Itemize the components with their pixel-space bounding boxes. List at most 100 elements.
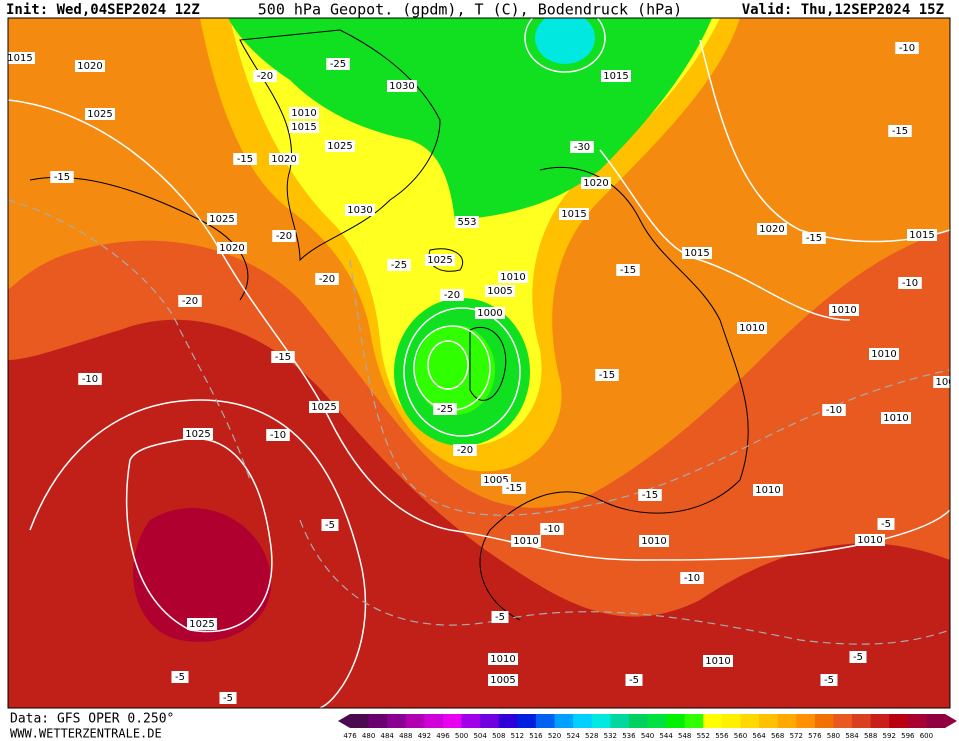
contour-label: 1015: [603, 71, 628, 82]
label-box: [266, 429, 290, 441]
contour-label: 1025: [427, 255, 452, 266]
legend-swatch: [721, 714, 741, 728]
contour-label: 1025: [209, 214, 234, 225]
contour-label: 1010: [755, 485, 780, 496]
label-box: [849, 651, 867, 663]
contour-label: 1010: [739, 323, 764, 334]
legend-swatch: [833, 714, 853, 728]
legend-label: 556: [715, 732, 729, 740]
label-box: [85, 108, 115, 120]
legend-swatch: [517, 714, 537, 728]
label-box: [907, 229, 937, 241]
contour-label: -20: [182, 296, 198, 307]
legend-swatch: [405, 714, 425, 728]
label-box: [933, 376, 950, 388]
isobar: [427, 340, 469, 390]
label-box: [453, 444, 477, 456]
contour-labels: 1015 1020 1025 -15 -20 -25 1030 1010 1015 1025 -15…: [7, 42, 950, 704]
legend-label: 572: [790, 732, 803, 740]
legend-label: 476: [343, 732, 357, 740]
contour-label: -5: [495, 612, 505, 623]
contour-label: 1025: [311, 402, 336, 413]
legend-label: 536: [622, 732, 636, 740]
label-box: [315, 273, 339, 285]
contour-label: -15: [275, 352, 291, 363]
label-box: [207, 213, 237, 225]
isobar: [403, 307, 521, 437]
contour-label: 1000: [477, 308, 502, 319]
label-box: [638, 489, 662, 501]
label-box: [581, 177, 611, 189]
contour-label: 1015: [291, 122, 316, 133]
legend-label: 596: [901, 732, 915, 740]
label-box: [898, 277, 922, 289]
contour-label: -10: [899, 43, 915, 54]
legend-swatch: [777, 714, 797, 728]
contour-label: -25: [391, 260, 407, 271]
legend-swatch: [852, 714, 872, 728]
legend-label: 512: [511, 732, 524, 740]
label-box: [881, 412, 911, 424]
label-box: [802, 232, 826, 244]
contour-label: 1020: [219, 243, 244, 254]
legend-label: 544: [659, 732, 673, 740]
field-warm-core: [133, 508, 272, 642]
label-box: [491, 611, 509, 623]
label-box: [272, 230, 296, 242]
contour-label: -15: [806, 233, 822, 244]
contour-label: 1010: [871, 349, 896, 360]
contour-label: 1015: [7, 53, 32, 64]
legend-arrow-right: [945, 714, 957, 728]
label-box: [289, 107, 319, 119]
legend-swatch: [368, 714, 388, 728]
isobar: [125, 437, 273, 633]
contour-label: -15: [620, 265, 636, 276]
label-box: [511, 535, 541, 547]
contour-label: 1025: [185, 429, 210, 440]
contour-label: -10: [270, 430, 286, 441]
contour-label: 1025: [327, 141, 352, 152]
label-box: [326, 58, 350, 70]
contour-label: 1020: [271, 154, 296, 165]
map-title: 500 hPa Geopot. (gpdm), T (C), Bodendruc…: [258, 1, 682, 19]
isobar: [29, 399, 367, 708]
label-box: [78, 373, 102, 385]
legend-swatch: [442, 714, 463, 728]
contour-label: -10: [902, 278, 918, 289]
label-box: [488, 653, 518, 665]
contour-label: 1015: [909, 230, 934, 241]
legend-label: 592: [883, 732, 896, 740]
legend-label: 552: [697, 732, 710, 740]
legend-swatch: [591, 714, 611, 728]
color-legend: 476 480 484 488 492 496 500 504 508 512 516 520 524 5…: [338, 714, 957, 740]
legend-label: 584: [845, 732, 859, 740]
label-box: [475, 307, 505, 319]
contour-label: -5: [853, 652, 863, 663]
legend-label: 564: [752, 732, 766, 740]
legend-swatch: [554, 714, 574, 728]
legend-swatch: [628, 714, 648, 728]
map-frame: [7, 17, 951, 709]
legend-arrow-left: [338, 714, 350, 728]
contour-label: -15: [642, 490, 658, 501]
legend-label: 484: [381, 732, 395, 740]
label-box: [502, 482, 526, 494]
legend-label: 548: [678, 732, 691, 740]
legend-swatch: [647, 714, 667, 728]
contour-label: -5: [824, 675, 834, 686]
label-box: [822, 404, 846, 416]
legend-label: 532: [604, 732, 617, 740]
contour-label: -5: [881, 519, 891, 530]
legend-swatch: [498, 714, 518, 728]
legend-label: 528: [585, 732, 598, 740]
legend-swatch: [759, 714, 779, 728]
legend-swatch: [814, 714, 834, 728]
label-box: [425, 254, 455, 266]
label-box: [682, 247, 712, 259]
legend-swatch: [870, 714, 890, 728]
legend-label: 504: [473, 732, 487, 740]
isotherm: [8, 199, 251, 481]
contour-label: -15: [599, 370, 615, 381]
legend-label: 524: [566, 732, 580, 740]
